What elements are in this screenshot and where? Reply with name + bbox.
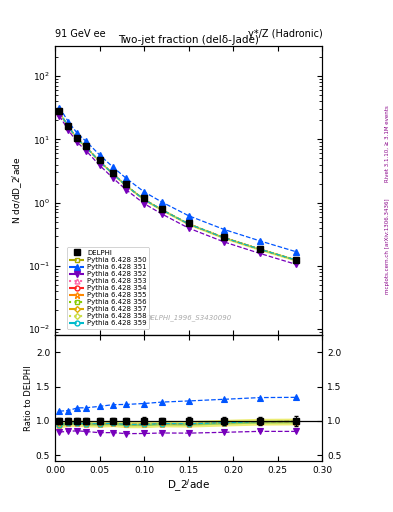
Text: Rivet 3.1.10, ≥ 3.1M events: Rivet 3.1.10, ≥ 3.1M events [385, 105, 390, 182]
Y-axis label: Ratio to DELPHI: Ratio to DELPHI [24, 365, 33, 431]
Text: mcplots.cern.ch [arXiv:1306.3436]: mcplots.cern.ch [arXiv:1306.3436] [385, 198, 390, 293]
Text: DELPHI_1996_S3430090: DELPHI_1996_S3430090 [145, 314, 232, 321]
Legend: DELPHI, Pythia 6.428 350, Pythia 6.428 351, Pythia 6.428 352, Pythia 6.428 353, : DELPHI, Pythia 6.428 350, Pythia 6.428 3… [66, 247, 149, 329]
Y-axis label: N dσ/dD_2$^J$ade: N dσ/dD_2$^J$ade [11, 157, 25, 224]
X-axis label: D_2$^J$ade: D_2$^J$ade [167, 477, 210, 494]
Text: 91 GeV ee: 91 GeV ee [55, 29, 106, 39]
Text: γ*/Z (Hadronic): γ*/Z (Hadronic) [248, 29, 322, 39]
Title: Two-jet fraction (delδ-Jade): Two-jet fraction (delδ-Jade) [118, 35, 259, 45]
